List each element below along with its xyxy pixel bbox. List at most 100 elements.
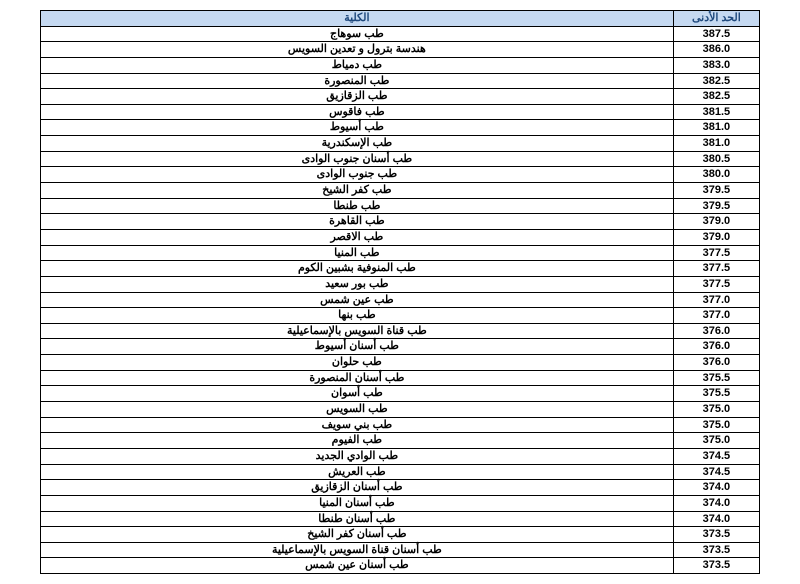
table-row: 374.5طب الوادي الجديد — [41, 448, 760, 464]
cell-college: طب أسوان — [41, 386, 674, 402]
table-row: 373.5طب أسنان قناة السويس بالإسماعيلية — [41, 542, 760, 558]
cell-score: 382.5 — [673, 73, 759, 89]
cell-score: 387.5 — [673, 26, 759, 42]
cell-score: 380.5 — [673, 151, 759, 167]
cell-college: طب المنصورة — [41, 73, 674, 89]
table-row: 381.0طب أسيوط — [41, 120, 760, 136]
table-row: 375.0طب السويس — [41, 402, 760, 418]
cell-score: 376.0 — [673, 323, 759, 339]
table-row: 380.5طب أسنان جنوب الوادى — [41, 151, 760, 167]
table-row: 375.5طب أسوان — [41, 386, 760, 402]
table-row: 379.5طب طنطا — [41, 198, 760, 214]
table-row: 373.5طب أسنان عين شمس — [41, 558, 760, 574]
cell-score: 373.5 — [673, 527, 759, 543]
table-row: 373.5طب أسنان كفر الشيخ — [41, 527, 760, 543]
table-header-row: الحد الأدنى الكلية — [41, 11, 760, 27]
cell-score: 379.5 — [673, 198, 759, 214]
cell-college: طب العريش — [41, 464, 674, 480]
cell-score: 377.5 — [673, 245, 759, 261]
table-row: 374.5طب العريش — [41, 464, 760, 480]
table-row: 379.5طب كفر الشيخ — [41, 183, 760, 199]
table-row: 377.5طب المنوفية بشبين الكوم — [41, 261, 760, 277]
cell-score: 377.5 — [673, 276, 759, 292]
table-row: 375.0طب الفيوم — [41, 433, 760, 449]
table-row: 374.0طب أسنان طنطا — [41, 511, 760, 527]
table-row: 381.5طب فاقوس — [41, 104, 760, 120]
cell-college: طب قناة السويس بالإسماعيلية — [41, 323, 674, 339]
table-row: 379.0طب القاهرة — [41, 214, 760, 230]
admissions-table: الحد الأدنى الكلية 387.5طب سوهاج386.0هند… — [40, 10, 760, 574]
cell-score: 379.5 — [673, 183, 759, 199]
cell-score: 375.5 — [673, 386, 759, 402]
cell-college: طب أسيوط — [41, 120, 674, 136]
cell-score: 377.0 — [673, 292, 759, 308]
table-row: 380.0طب جنوب الوادى — [41, 167, 760, 183]
cell-college: طب الزقازيق — [41, 89, 674, 105]
cell-score: 380.0 — [673, 167, 759, 183]
table-row: 374.0طب أسنان الزقازيق — [41, 480, 760, 496]
cell-score: 373.5 — [673, 542, 759, 558]
cell-college: طب أسنان الزقازيق — [41, 480, 674, 496]
table-row: 382.5طب الزقازيق — [41, 89, 760, 105]
cell-college: طب دمياط — [41, 57, 674, 73]
table-row: 375.0طب بني سويف — [41, 417, 760, 433]
cell-score: 374.0 — [673, 495, 759, 511]
table-row: 374.0طب أسنان المنيا — [41, 495, 760, 511]
col-college: الكلية — [41, 11, 674, 27]
cell-score: 381.5 — [673, 104, 759, 120]
cell-college: طب أسنان كفر الشيخ — [41, 527, 674, 543]
cell-college: طب القاهرة — [41, 214, 674, 230]
table-row: 377.5طب المنيا — [41, 245, 760, 261]
cell-score: 381.0 — [673, 136, 759, 152]
cell-college: طب بور سعيد — [41, 276, 674, 292]
cell-score: 374.5 — [673, 448, 759, 464]
table-row: 376.0طب قناة السويس بالإسماعيلية — [41, 323, 760, 339]
cell-score: 375.0 — [673, 433, 759, 449]
cell-college: طب أسنان طنطا — [41, 511, 674, 527]
cell-score: 375.0 — [673, 417, 759, 433]
cell-college: طب طنطا — [41, 198, 674, 214]
table-row: 377.0طب عين شمس — [41, 292, 760, 308]
table-row: 377.5طب بور سعيد — [41, 276, 760, 292]
cell-score: 374.0 — [673, 511, 759, 527]
table-row: 377.0طب بنها — [41, 308, 760, 324]
cell-college: طب الاقصر — [41, 229, 674, 245]
cell-score: 375.5 — [673, 370, 759, 386]
cell-college: طب الإسكندرية — [41, 136, 674, 152]
table-row: 376.0طب حلوان — [41, 355, 760, 371]
table-row: 386.0هندسة بترول و تعدين السويس — [41, 42, 760, 58]
table-row: 387.5طب سوهاج — [41, 26, 760, 42]
cell-college: طب أسنان عين شمس — [41, 558, 674, 574]
cell-score: 383.0 — [673, 57, 759, 73]
cell-college: طب الوادي الجديد — [41, 448, 674, 464]
table-row: 383.0طب دمياط — [41, 57, 760, 73]
cell-score: 375.0 — [673, 402, 759, 418]
cell-college: طب كفر الشيخ — [41, 183, 674, 199]
cell-college: هندسة بترول و تعدين السويس — [41, 42, 674, 58]
cell-college: طب أسنان المنصورة — [41, 370, 674, 386]
cell-score: 386.0 — [673, 42, 759, 58]
cell-score: 374.5 — [673, 464, 759, 480]
cell-score: 379.0 — [673, 229, 759, 245]
cell-college: طب أسنان قناة السويس بالإسماعيلية — [41, 542, 674, 558]
cell-score: 381.0 — [673, 120, 759, 136]
table-row: 379.0طب الاقصر — [41, 229, 760, 245]
cell-score: 377.0 — [673, 308, 759, 324]
cell-score: 377.5 — [673, 261, 759, 277]
cell-college: طب أسنان أسيوط — [41, 339, 674, 355]
cell-score: 374.0 — [673, 480, 759, 496]
cell-college: طب أسنان جنوب الوادى — [41, 151, 674, 167]
cell-score: 376.0 — [673, 339, 759, 355]
cell-college: طب سوهاج — [41, 26, 674, 42]
cell-college: طب جنوب الوادى — [41, 167, 674, 183]
table-row: 382.5طب المنصورة — [41, 73, 760, 89]
cell-score: 376.0 — [673, 355, 759, 371]
cell-college: طب بني سويف — [41, 417, 674, 433]
cell-college: طب أسنان المنيا — [41, 495, 674, 511]
cell-college: طب بنها — [41, 308, 674, 324]
col-score: الحد الأدنى — [673, 11, 759, 27]
cell-college: طب حلوان — [41, 355, 674, 371]
cell-college: طب الفيوم — [41, 433, 674, 449]
cell-college: طب فاقوس — [41, 104, 674, 120]
table-row: 375.5طب أسنان المنصورة — [41, 370, 760, 386]
